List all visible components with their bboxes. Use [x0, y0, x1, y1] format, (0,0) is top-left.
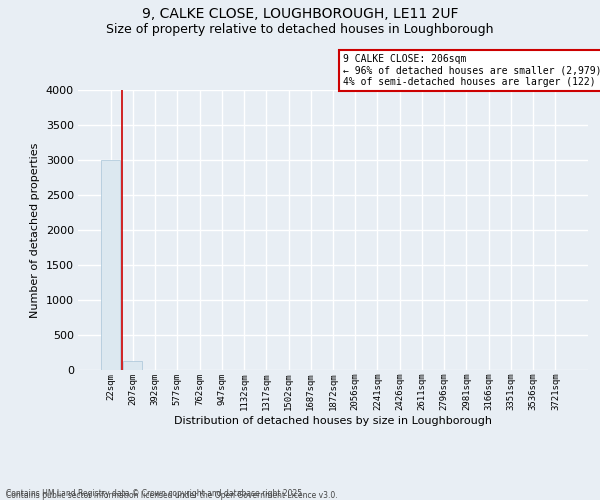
Text: 9 CALKE CLOSE: 206sqm
← 96% of detached houses are smaller (2,979)
4% of semi-de: 9 CALKE CLOSE: 206sqm ← 96% of detached … [343, 54, 600, 87]
Text: Size of property relative to detached houses in Loughborough: Size of property relative to detached ho… [106, 22, 494, 36]
Bar [124, 362, 142, 370]
X-axis label: Distribution of detached houses by size in Loughborough: Distribution of detached houses by size … [174, 416, 492, 426]
Text: 9, CALKE CLOSE, LOUGHBOROUGH, LE11 2UF: 9, CALKE CLOSE, LOUGHBOROUGH, LE11 2UF [142, 8, 458, 22]
Text: Contains HM Land Registry data © Crown copyright and database right 2025.: Contains HM Land Registry data © Crown c… [6, 488, 305, 498]
Y-axis label: Number of detached properties: Number of detached properties [30, 142, 40, 318]
Text: Contains public sector information licensed under the Open Government Licence v3: Contains public sector information licen… [6, 491, 338, 500]
Bar [101, 160, 120, 370]
